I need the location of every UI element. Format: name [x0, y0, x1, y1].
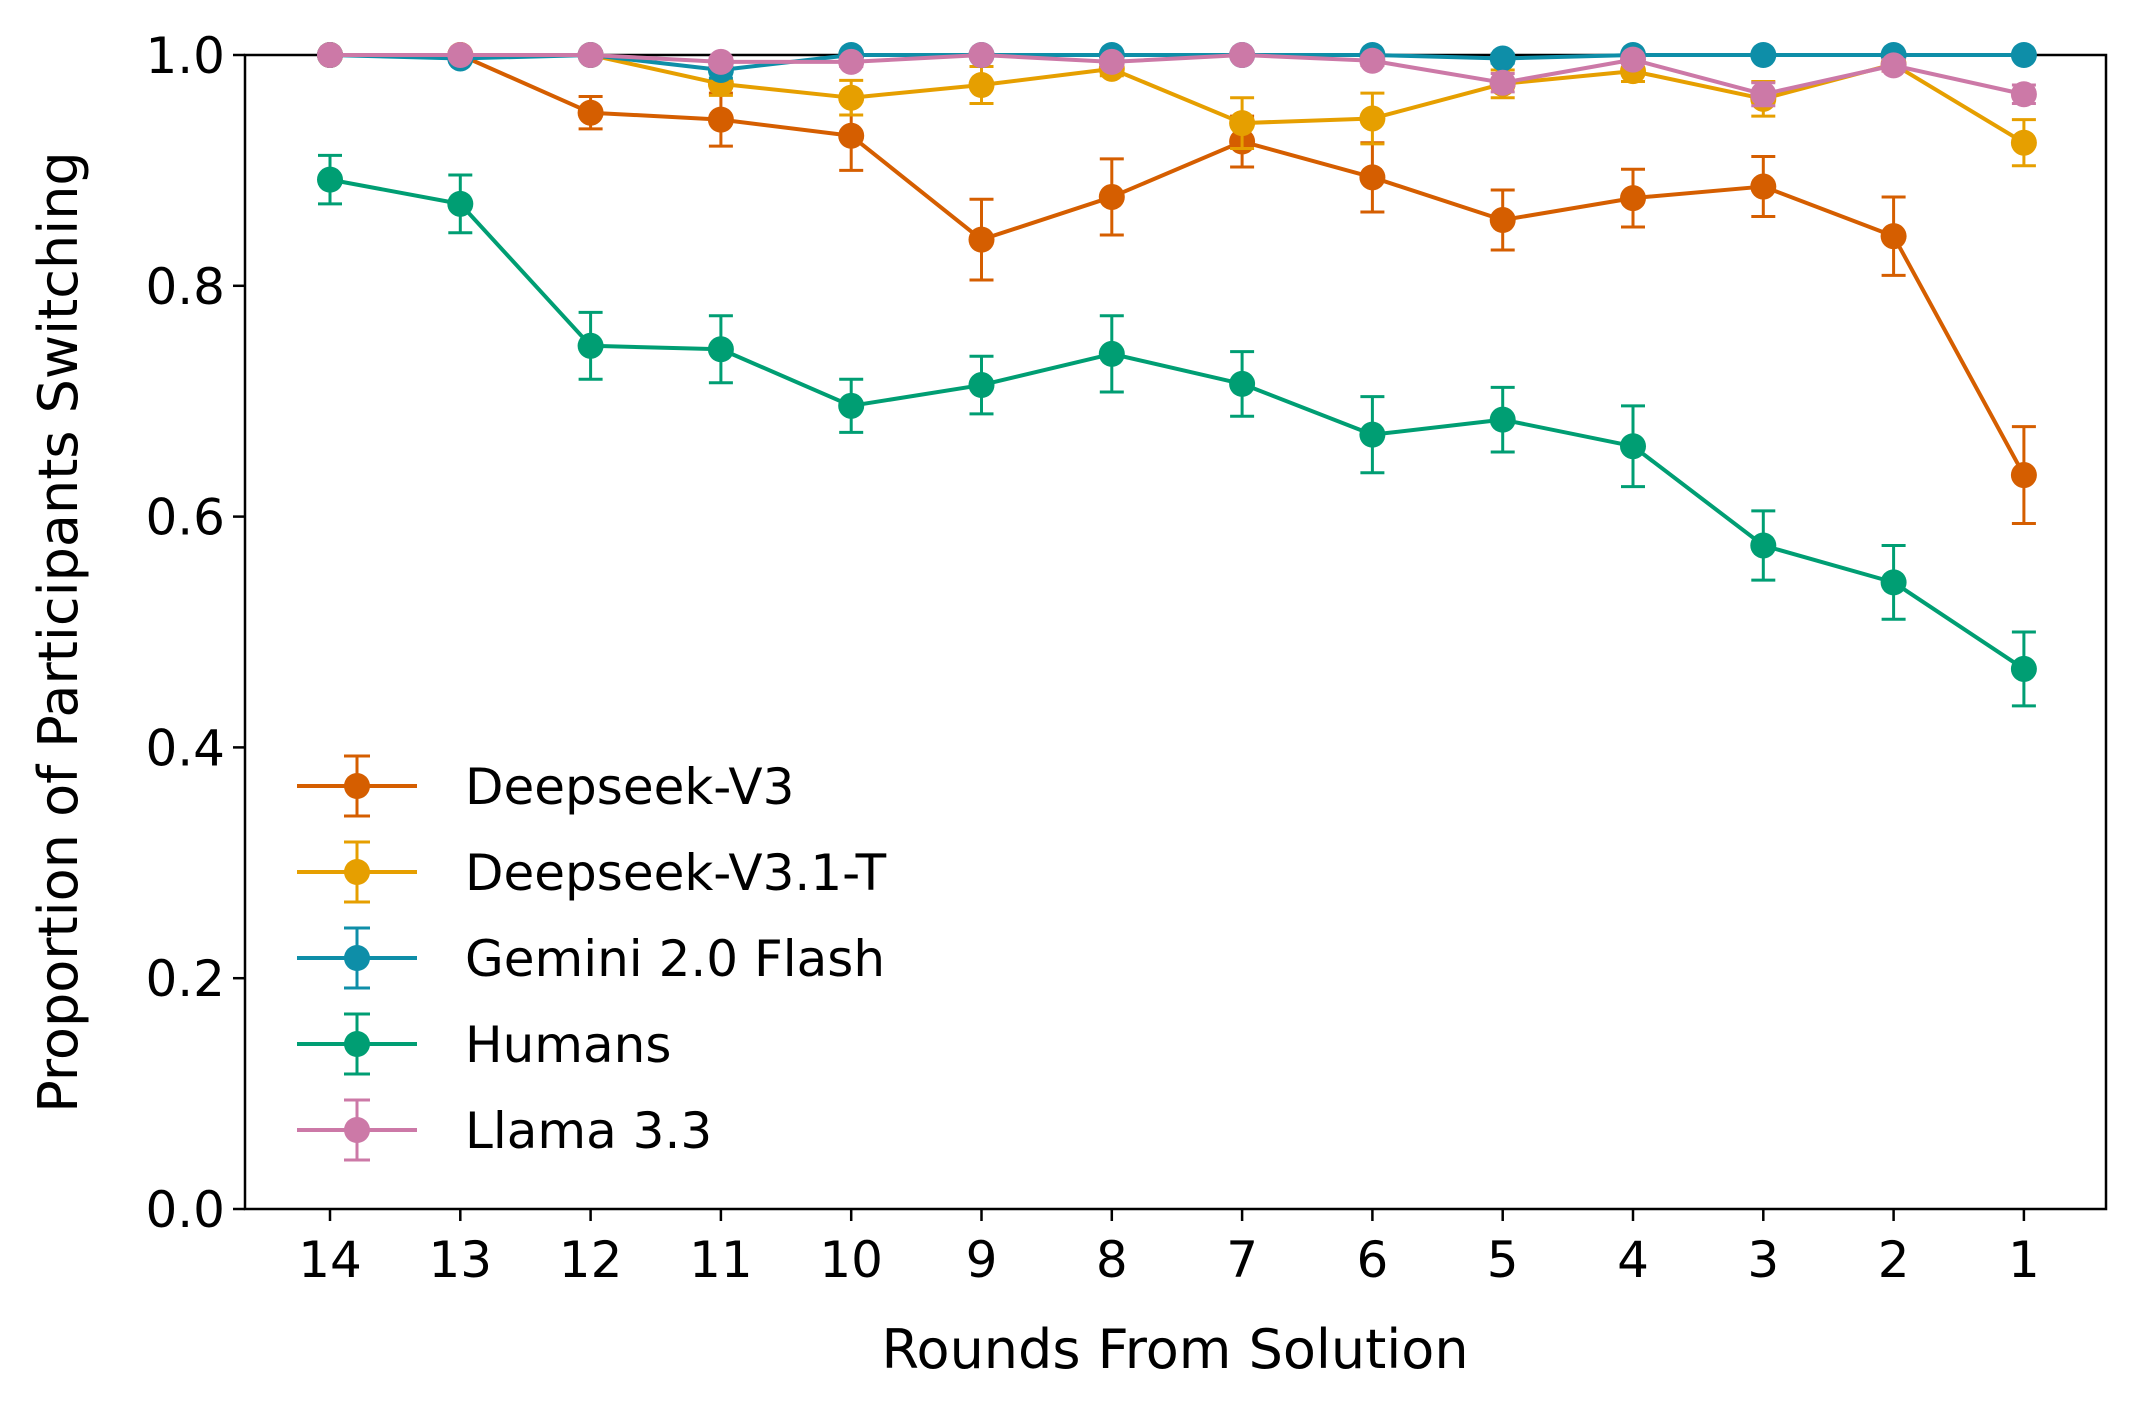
data-point — [838, 392, 865, 419]
legend-item: Humans — [297, 1012, 671, 1076]
data-point — [1098, 340, 1125, 367]
data-point — [838, 48, 865, 75]
data-point — [577, 99, 604, 126]
series-line — [330, 53, 2025, 97]
data-point — [2010, 42, 2037, 68]
legend-marker — [344, 859, 370, 885]
data-point — [1489, 406, 1516, 433]
data-point — [1489, 69, 1516, 96]
x-tick-label: 2 — [1878, 1231, 1910, 1289]
data-point — [2010, 129, 2037, 156]
y-tick-label: 0.6 — [145, 489, 225, 547]
data-point — [1489, 45, 1516, 72]
data-point — [577, 42, 604, 68]
data-point — [577, 332, 604, 359]
data-point — [968, 226, 995, 253]
legend: Deepseek-V3 Deepseek-V3.1-T Gemini 2.0 Fla… — [297, 754, 887, 1162]
legend-label: Deepseek-V3 — [465, 758, 794, 816]
data-point — [317, 42, 343, 68]
x-tick-label: 6 — [1356, 1231, 1388, 1289]
data-point — [1750, 532, 1777, 559]
x-tick-label: 9 — [966, 1231, 998, 1289]
y-axis-title: Proportion of Participants Switching — [27, 151, 90, 1112]
legend-marker — [344, 1031, 370, 1057]
legend-item: Gemini 2.0 Flash — [297, 926, 885, 990]
y-axis: 0.0 0.2 0.4 0.6 0.8 1.0 — [145, 27, 245, 1239]
legend-marker — [344, 773, 370, 799]
series-line — [330, 53, 2026, 477]
legend-item: Deepseek-V3.1-T — [297, 840, 887, 904]
series-gemini-2-0-flash — [317, 42, 2037, 84]
data-point — [1229, 110, 1256, 137]
x-tick-label: 3 — [1747, 1231, 1779, 1289]
series-line — [330, 53, 2025, 145]
data-point — [1750, 42, 1777, 68]
data-point — [968, 42, 995, 68]
legend-label: Llama 3.3 — [465, 1102, 712, 1160]
data-point — [1489, 207, 1516, 234]
x-tick-label: 10 — [819, 1231, 883, 1289]
data-point — [1229, 42, 1256, 68]
data-point — [1098, 183, 1125, 210]
data-point — [838, 122, 865, 149]
data-point — [317, 166, 343, 193]
data-point — [707, 106, 734, 133]
series-layer — [317, 42, 2037, 708]
data-point — [968, 72, 995, 99]
data-point — [1880, 223, 1907, 250]
legend-label: Deepseek-V3.1-T — [465, 844, 887, 902]
data-point — [1359, 421, 1386, 448]
series-line — [329, 177, 2026, 671]
legend-item: Llama 3.3 — [297, 1098, 712, 1162]
x-tick-label: 13 — [428, 1231, 492, 1289]
data-point — [1098, 48, 1125, 75]
data-point — [707, 48, 734, 75]
legend-label: Humans — [465, 1016, 671, 1074]
legend-label: Gemini 2.0 Flash — [465, 930, 885, 988]
x-tick-label: 14 — [298, 1231, 362, 1289]
data-point — [1620, 185, 1646, 212]
x-tick-label: 4 — [1617, 1231, 1649, 1289]
data-point — [2010, 462, 2037, 489]
data-point — [447, 42, 474, 68]
x-axis-title: Rounds From Solution — [881, 1318, 1468, 1381]
data-point — [2010, 81, 2037, 108]
data-point — [1750, 173, 1777, 200]
data-point — [1620, 433, 1646, 460]
legend-item: Deepseek-V3 — [297, 754, 794, 818]
series-llama-3-3 — [317, 42, 2037, 108]
y-tick-label: 0.2 — [145, 950, 225, 1008]
data-point — [1620, 46, 1646, 73]
data-point — [1750, 81, 1777, 108]
x-axis: 14 13 12 11 10 9 8 7 6 5 4 3 2 1 — [298, 1209, 2040, 1289]
x-tick-label: 7 — [1226, 1231, 1258, 1289]
series-deepseek-v3 — [317, 42, 2037, 526]
x-tick-label: 8 — [1096, 1231, 1128, 1289]
data-point — [968, 372, 995, 399]
x-tick-label: 12 — [559, 1231, 623, 1289]
data-point — [1880, 569, 1907, 596]
data-point — [1359, 47, 1386, 74]
series-humans — [317, 153, 2037, 708]
data-point — [1229, 370, 1256, 397]
legend-marker — [344, 1117, 370, 1143]
y-tick-label: 0.8 — [145, 258, 225, 316]
x-tick-label: 11 — [689, 1231, 753, 1289]
data-point — [447, 190, 474, 217]
data-point — [838, 84, 865, 111]
legend-marker — [344, 945, 370, 971]
data-point — [1359, 105, 1386, 132]
data-point — [707, 336, 734, 363]
y-tick-label: 1.0 — [145, 27, 225, 85]
x-tick-label: 1 — [2008, 1231, 2040, 1289]
y-tick-label: 0.0 — [145, 1181, 225, 1239]
x-tick-label: 5 — [1487, 1231, 1519, 1289]
y-tick-label: 0.4 — [145, 719, 225, 777]
data-point — [1880, 52, 1907, 79]
data-point — [1359, 164, 1386, 191]
data-point — [2010, 655, 2037, 682]
